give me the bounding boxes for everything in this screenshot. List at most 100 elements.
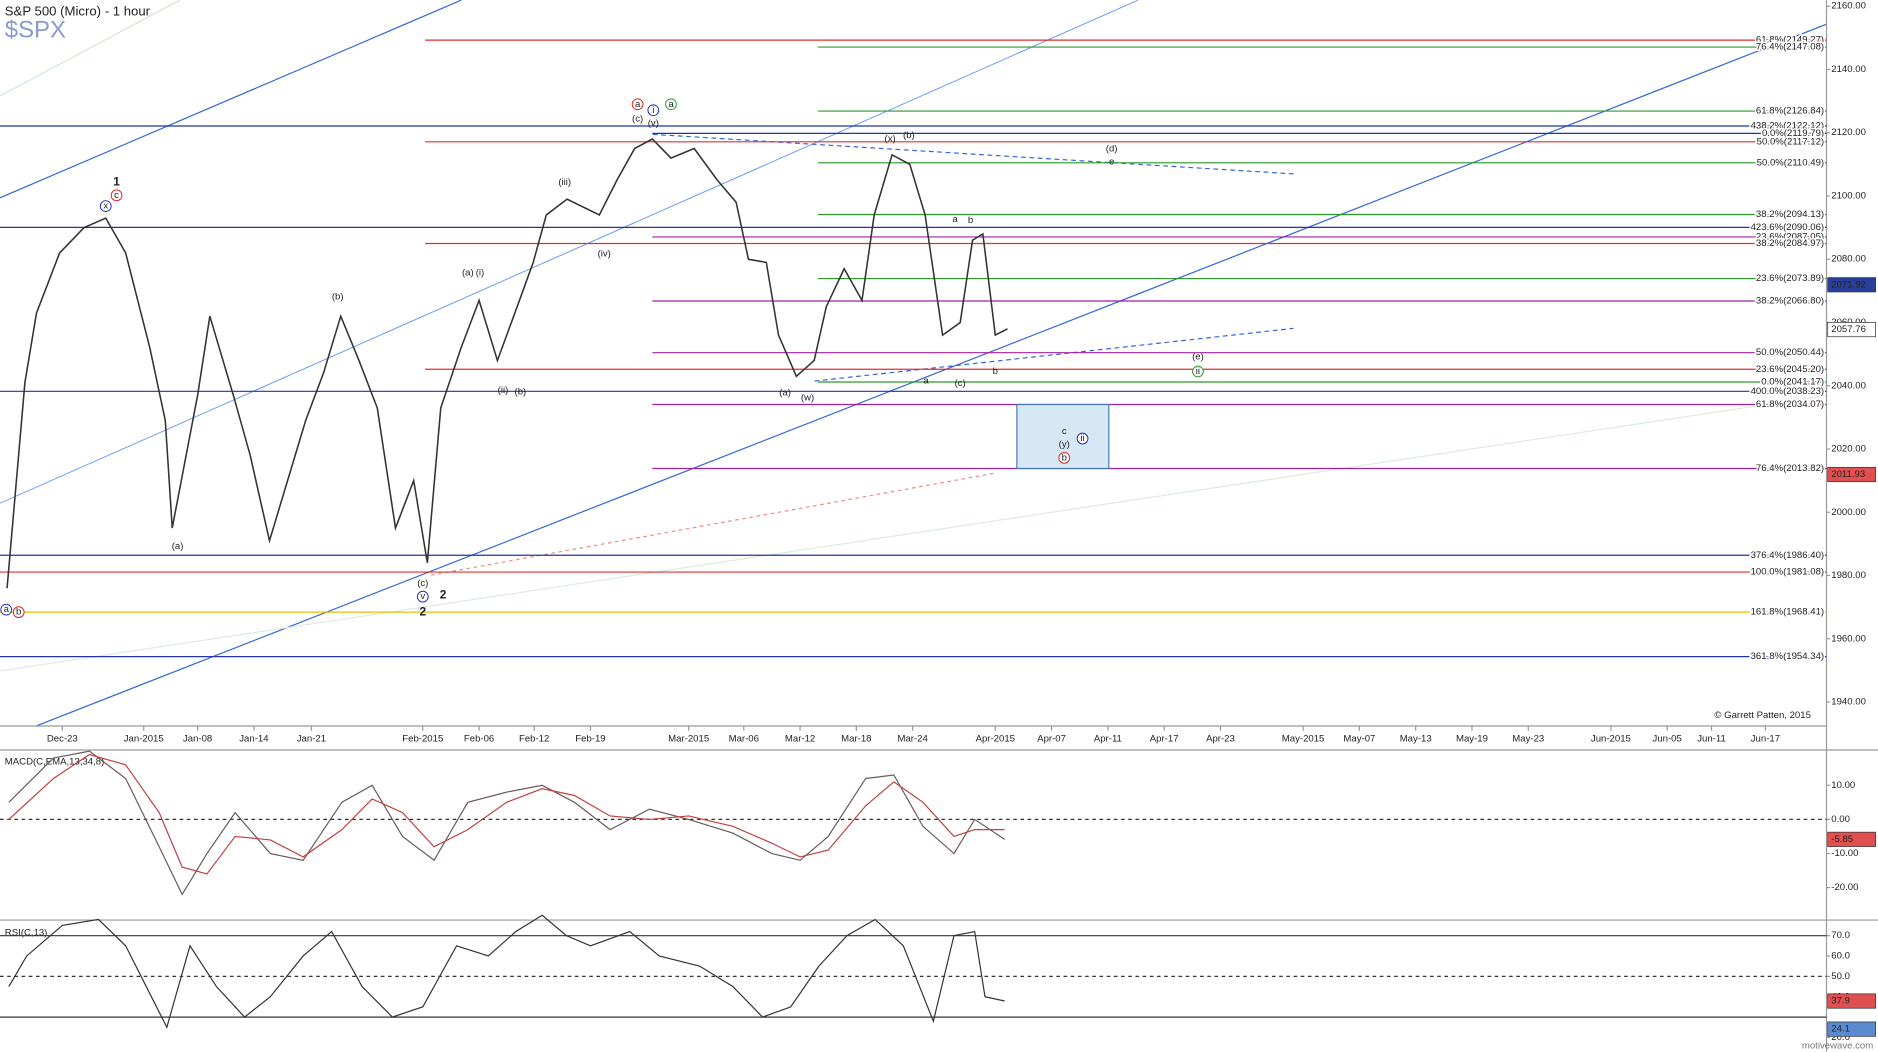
rsi-line: [8, 914, 1005, 1029]
price-marker-label: 2057.76: [1831, 324, 1866, 335]
price-marker-label: 2011.93: [1831, 469, 1865, 480]
wave-circle: [631, 98, 644, 111]
trend-line: [35, 23, 1827, 727]
y-tick-label: 2120.00: [1831, 127, 1866, 138]
price-marker: [1827, 277, 1876, 293]
macd-line: [8, 750, 1005, 896]
wave-label: (iii): [558, 177, 571, 188]
fib-label: 100.0%(1981.08): [1751, 567, 1825, 578]
price-marker: [1827, 322, 1876, 338]
wave-label: 1: [113, 175, 120, 189]
y-tick-label: 1940.00: [1831, 697, 1866, 708]
fib-label: 38.2%(2094.13): [1756, 209, 1824, 220]
trend-lines: [0, 0, 1827, 727]
x-tick-label: Mar-12: [785, 734, 815, 745]
symbol: $SPX: [5, 17, 66, 44]
x-tick-label: Jan-14: [239, 734, 269, 745]
fib-label: 38.2%(2066.80): [1756, 295, 1824, 306]
x-tick-label: Apr-23: [1206, 734, 1235, 745]
x-tick-label: Apr-07: [1037, 734, 1066, 745]
y-tick-label: 2140.00: [1831, 64, 1866, 75]
fib-label: 0.0%(2119.79): [1762, 128, 1824, 139]
wave-circle: [99, 200, 112, 212]
x-tick-label: Mar-06: [729, 734, 759, 745]
fib-label: 423.6%(2090.06): [1751, 222, 1825, 233]
wave-label: a: [668, 99, 674, 110]
price-marker: [1827, 993, 1876, 1009]
y-tick-label: 70.0: [1831, 930, 1850, 941]
fib-label: 50.0%(2050.44): [1756, 347, 1824, 358]
wave-circle: [416, 590, 429, 603]
wave-circle: [12, 606, 25, 619]
wave-label: b: [968, 215, 973, 226]
y-tick-label: 60.0: [1831, 951, 1850, 962]
wave-label: (a): [172, 541, 184, 552]
fib-label: 23.6%(2045.20): [1756, 364, 1824, 375]
wave-label: (a): [462, 268, 474, 279]
wave-label: x: [103, 201, 108, 212]
x-tick-label: May-07: [1343, 734, 1375, 745]
wave-label: (iv): [598, 249, 611, 260]
fib-label: 76.4%(2013.82): [1756, 463, 1824, 474]
fib-label: 61.8%(2149.27): [1756, 35, 1824, 46]
fib-label: 361.8%(1954.34): [1751, 651, 1825, 662]
y-tick-label: 0.00: [1831, 814, 1850, 825]
wave-label: v: [420, 591, 425, 602]
wave-circle: [1058, 451, 1071, 464]
fib-label: 76.4%(2147.08): [1756, 42, 1824, 53]
wave-label: c: [114, 190, 119, 201]
fib-label: 38.2%(2084.97): [1756, 238, 1824, 249]
price-marker-label: -5.85: [1831, 834, 1853, 845]
watermark: motivewave.com: [1802, 1040, 1873, 1051]
y-tick-label: 2000.00: [1831, 507, 1866, 518]
wave-label: (e): [1192, 351, 1204, 362]
y-tick-label: 2040.00: [1831, 380, 1866, 391]
x-tick-label: Feb-12: [519, 734, 549, 745]
x-tick-label: Dec-23: [47, 734, 78, 745]
x-tick-label: Apr-2015: [976, 734, 1015, 745]
wave-label: (d): [1106, 143, 1118, 154]
wave-label: b: [993, 366, 998, 377]
wave-circle: [1076, 432, 1089, 445]
wave-label: (ii): [498, 385, 509, 396]
wave-label: e: [1109, 156, 1114, 167]
wave-label: b: [16, 607, 21, 618]
x-tick-label: Jun-11: [1697, 734, 1726, 745]
trend-line: [431, 472, 995, 576]
wave-label: (v): [648, 118, 659, 129]
price-marker: [1827, 466, 1876, 483]
price-marker-label: 24.1: [1831, 1024, 1850, 1035]
price-marker: [1827, 1021, 1876, 1037]
wave-label: (a): [779, 388, 791, 399]
wave-label: c: [1062, 426, 1067, 437]
wave-circle: [647, 104, 660, 117]
chart-title: S&P 500 (Micro) - 1 hour: [5, 4, 151, 19]
y-tick-label: 1980.00: [1831, 570, 1866, 581]
x-tick-label: Mar-24: [897, 734, 928, 745]
wave-label: b: [1062, 452, 1067, 463]
y-tick-label: -10.00: [1831, 848, 1858, 859]
price-marker: [1827, 831, 1876, 847]
x-tick-label: May-2015: [1282, 734, 1325, 745]
wave-circle: [665, 98, 677, 111]
fib-label: 23.6%(2087.05): [1756, 231, 1824, 242]
wave-label: (w): [801, 392, 814, 403]
wave-label: (c): [955, 378, 966, 389]
x-tick-label: Feb-2015: [402, 734, 443, 745]
wave-label: a: [635, 99, 641, 110]
x-tick-label: Feb-19: [575, 734, 605, 745]
fib-label: 376.4%(1986.40): [1751, 550, 1825, 561]
x-tick-label: Apr-17: [1150, 734, 1179, 745]
fib-label: 23.6%(2073.89): [1756, 273, 1824, 284]
x-tick-label: Jan-21: [297, 734, 326, 745]
fib-label: 61.8%(2126.84): [1756, 106, 1824, 117]
wave-circle: [0, 603, 13, 616]
fib-label: 50.0%(2117.12): [1757, 136, 1824, 147]
macd-line: [8, 753, 1005, 875]
trend-line: [0, 0, 462, 199]
y-tick-label: 2020.00: [1831, 444, 1866, 455]
trend-line: [0, 0, 1139, 504]
wave-label: (y): [1059, 439, 1070, 450]
